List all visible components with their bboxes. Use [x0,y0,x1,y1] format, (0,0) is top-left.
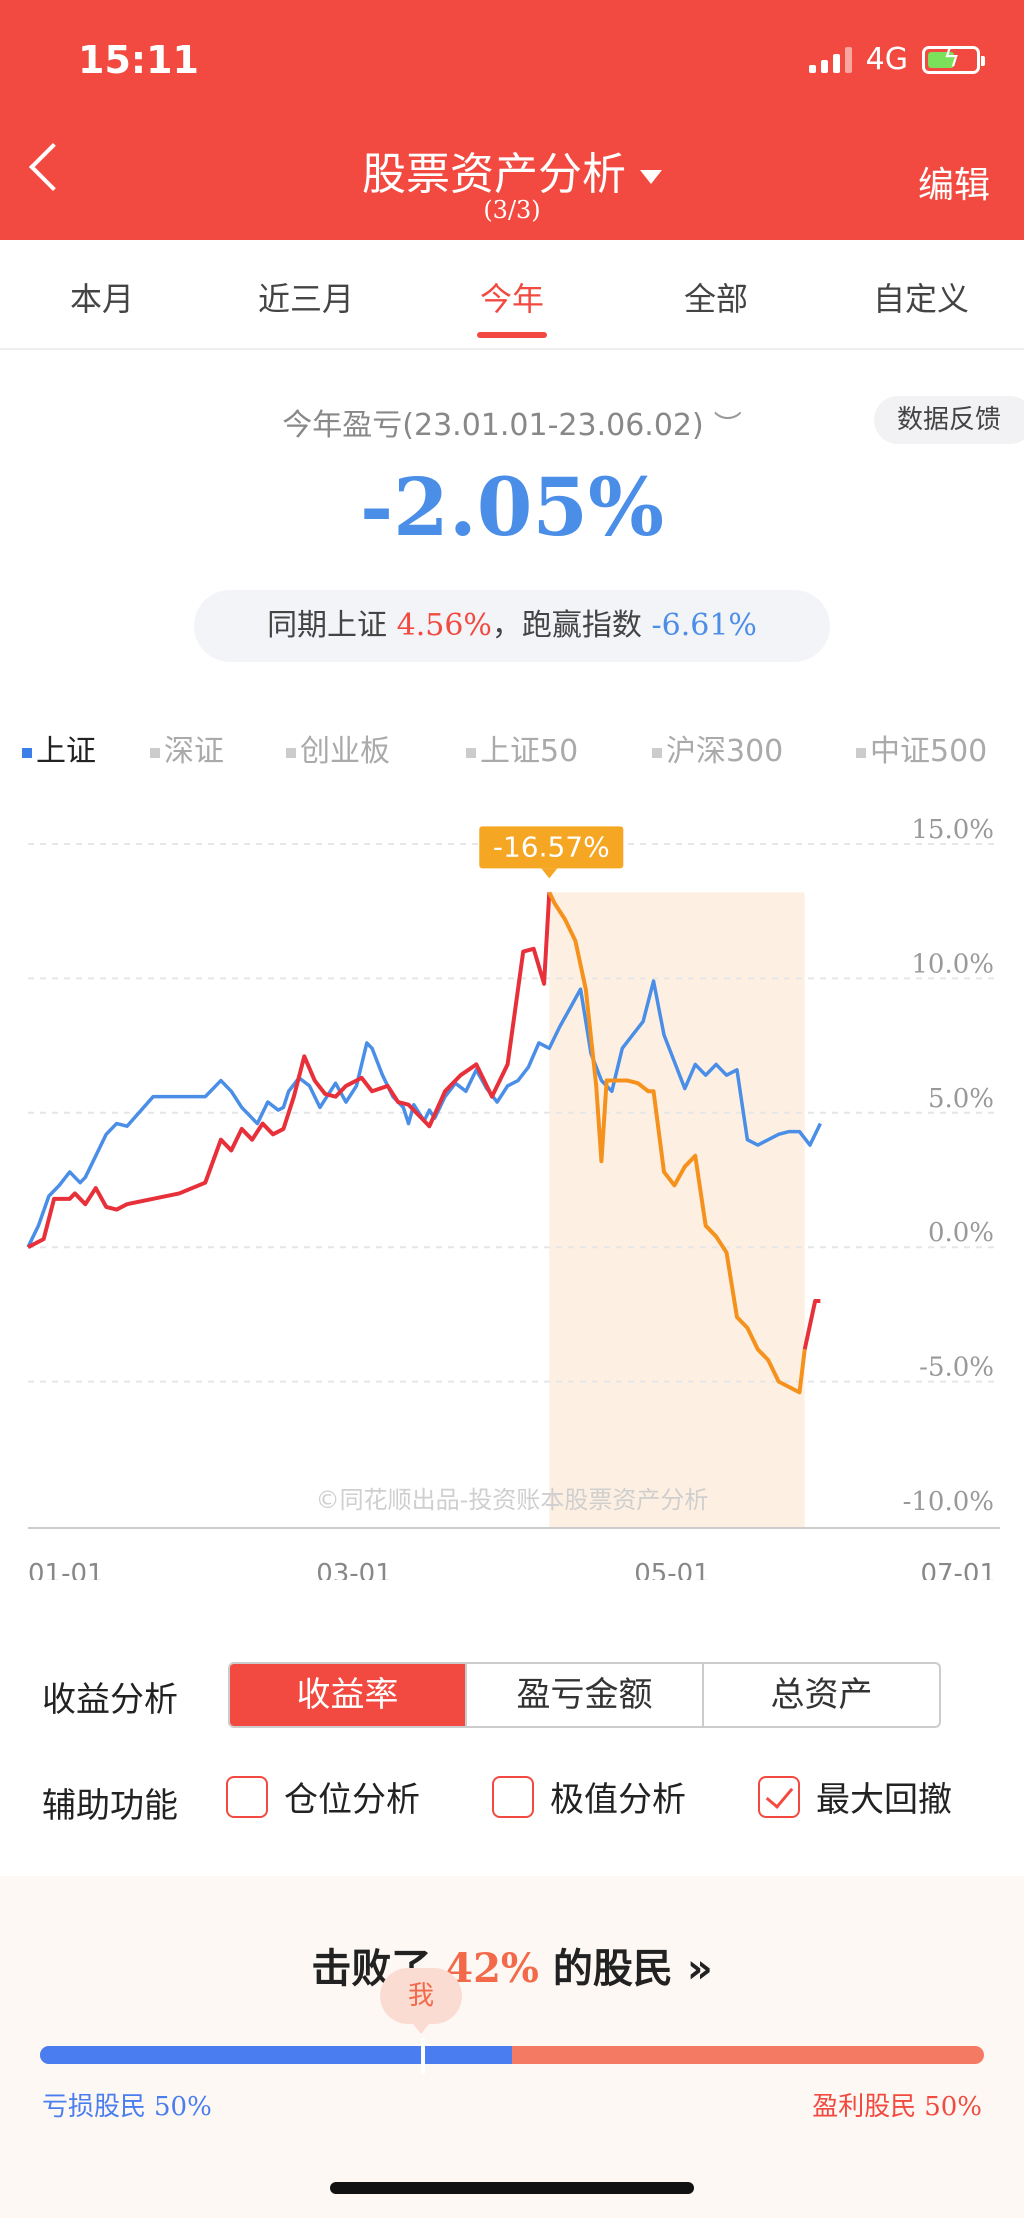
series-line-portfolio [27,892,552,1249]
y-tick-label: -10.0% [903,1487,994,1517]
app-header: 15:11 4G ϟ 股票资产分析 (3/3) 编辑 [0,0,1024,240]
checkbox-position[interactable] [226,1775,268,1818]
index-csi500[interactable]: 中证500 [856,726,987,770]
ytd-label: 今年盈亏(23.01.01-23.06.02) ︶ [0,400,1024,444]
ytd-return: -2.05% [359,460,665,554]
page-title[interactable]: 股票资产分析 [0,138,1024,202]
battery-icon: ϟ [922,45,985,74]
return-chart[interactable]: 15.0% 10.0% 5.0% 0.0% -5.0% -10.0% 01-01 03-01 0… [0,800,1024,1580]
status-time: 15:11 [78,38,199,82]
dropdown-icon[interactable] [640,170,662,184]
checkbox-extreme[interactable] [492,1775,534,1818]
drawdown-badge-label: -16.57% [493,830,610,863]
y-tick-label: 0.0% [928,1218,994,1248]
x-tick-label: 01-01 [28,1559,104,1580]
chart-svg[interactable]: 15.0% 10.0% 5.0% 0.0% -5.0% -10.0% 01-01 03-01 0… [0,800,1024,1580]
index-selector: 上证 深证 创业板 上证50 沪深300 中证500 [0,726,1024,770]
tab-this-year[interactable]: 今年 [479,280,544,318]
y-tick-label: 5.0% [928,1084,994,1114]
compare-pill: 同期上证 4.56%，跑赢指数 -6.61% [194,590,830,662]
compare-value: 4.56% [396,608,492,643]
series-line-index [26,979,822,1248]
chevron-right-icon: » [686,1946,713,1992]
x-tick-label: 07-01 [920,1559,996,1580]
compare-label: 同期上证 [267,608,388,643]
y-tick-label: 15.0% [911,815,994,845]
tab-three-months[interactable]: 近三月 [257,280,354,318]
option-total-assets[interactable]: 总资产 [770,1675,873,1715]
beat-section: 击败了 42% 的股民 » 我 亏损股民 50% 盈利股民 50% [0,1876,1024,2218]
page-indicator: (3/3) [483,196,541,224]
index-chinext[interactable]: 创业板 [286,726,390,770]
signal-icon [808,46,852,73]
beat-label: ，跑赢指数 [491,608,642,643]
series-line-portfolio-after [802,1298,821,1350]
position-marker [421,2038,425,2074]
series-line-drawdown [547,891,807,1395]
x-tick-label: 03-01 [316,1559,392,1580]
me-marker: 我 [380,1968,462,2034]
checkbox-drawdown[interactable] [758,1775,800,1818]
home-indicator [330,2182,694,2194]
analysis-label: 收益分析 [42,1680,178,1720]
aux-position-analysis[interactable]: 仓位分析 [226,1772,420,1821]
analysis-segmented-control: 收益率 盈亏金额 总资产 [228,1662,941,1728]
active-tab-underline [477,332,547,338]
aux-extreme-analysis[interactable]: 极值分析 [492,1772,686,1821]
drawdown-badge-pointer [541,868,558,879]
aux-label: 辅助功能 [42,1786,178,1826]
status-icons: 4G ϟ [808,42,985,77]
network-type: 4G [865,42,908,77]
distribution-bar [40,2046,984,2064]
option-return-rate[interactable]: 收益率 [230,1664,467,1726]
drawdown-badge [479,826,624,869]
y-tick-label: -5.0% [919,1353,994,1383]
profit-label: 盈利股民 50% [812,2092,982,2122]
index-csi300[interactable]: 沪深300 [652,726,783,770]
option-pnl-amount[interactable]: 盈亏金额 [467,1664,704,1726]
feedback-button[interactable]: 数据反馈 [874,396,1024,444]
edit-button[interactable]: 编辑 [917,165,990,206]
tab-custom[interactable]: 自定义 [872,280,969,318]
beat-value: -6.61% [651,608,757,643]
drawdown-area [549,892,805,1528]
chart-footer: ©同花顺出品-投资账本股票资产分析 [316,1486,709,1514]
index-sse50[interactable]: 上证50 [466,726,578,770]
index-shenzhen[interactable]: 深证 [150,726,224,770]
loss-portion [40,2046,512,2064]
beat-percent: 42% [445,1945,539,1992]
tab-all[interactable]: 全部 [683,280,748,318]
period-tabs: 本月 近三月 今年 全部 自定义 [0,240,1024,350]
loss-label: 亏损股民 50% [42,2092,212,2122]
eye-closed-icon[interactable]: ︶ [713,409,742,442]
x-tick-label: 05-01 [634,1559,710,1580]
aux-max-drawdown[interactable]: 最大回撤 [758,1772,952,1821]
tab-month[interactable]: 本月 [69,280,134,318]
beat-title[interactable]: 击败了 42% 的股民 » [311,1945,713,1992]
index-shanghai[interactable]: 上证 [22,726,96,770]
y-tick-label: 10.0% [911,949,994,979]
